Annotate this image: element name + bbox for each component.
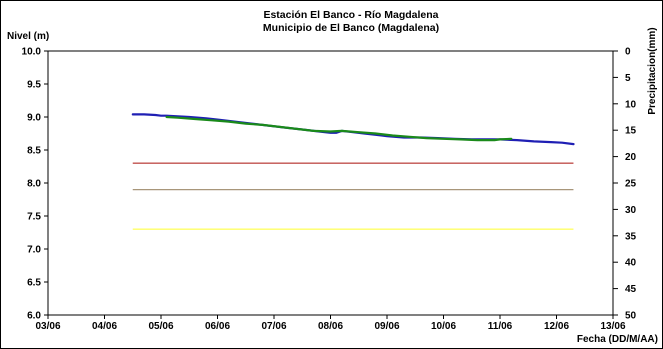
series-line-2 [165,115,513,142]
x-tick-label: 05/06 [148,321,173,332]
y2-tick-label: 20 [625,152,637,163]
chart-subtitle: Municipio de El Banco (Magdalena) [263,22,439,34]
x-tick-label: 04/06 [92,321,117,332]
y-tick-label: 6.0 [27,311,41,322]
y-tick-label: 10.0 [22,47,42,58]
x-tick-label: 11/06 [488,321,513,332]
chart-title: Estación El Banco - Río Magdalena [263,9,438,21]
reference-lines [132,162,574,230]
x-tick-label: 13/06 [600,321,625,332]
axis-layer: 6.0 6.5 7.0 7.5 8.0 8.5 9.0 9.5 10.0 0 5 10 15 20 25 30… [22,47,637,333]
x-tick-label: 03/06 [35,321,60,332]
x-axis-label: Fecha (DD/M/AA) [577,334,658,345]
y2-tick-label: 5 [625,73,631,84]
y2-tick-label: 25 [625,179,637,190]
plot-area [47,50,614,316]
y-tick-label: 8.0 [27,179,41,190]
x-tick-label: 10/06 [431,321,456,332]
y2-tick-label: 30 [625,205,637,216]
y2-tick-label: 40 [625,258,637,269]
y2-tick-label: 10 [625,99,637,110]
x-tick-label: 09/06 [374,321,399,332]
series-layer [131,113,575,146]
y2-tick-label: 0 [625,47,631,58]
y2-tick-label: 50 [625,311,637,322]
y2-tick-label: 45 [625,284,637,295]
x-tick-label: 07/06 [261,321,286,332]
y2-axis-label: Precipitacion(mm) [647,27,658,114]
y2-tick-label: 15 [625,126,637,137]
y-tick-label: 7.5 [27,212,41,223]
y-tick-label: 8.5 [27,146,41,157]
x-tick-label: 12/06 [544,321,569,332]
y-tick-label: 7.0 [27,245,41,256]
x-tick-label: 08/06 [318,321,343,332]
x-tick-label: 06/06 [205,321,230,332]
y-tick-label: 9.0 [27,113,41,124]
y-axis-label: Nivel (m) [7,31,49,42]
y-tick-label: 6.5 [27,278,41,289]
y2-tick-label: 35 [625,231,637,242]
y-tick-label: 9.5 [27,80,41,91]
